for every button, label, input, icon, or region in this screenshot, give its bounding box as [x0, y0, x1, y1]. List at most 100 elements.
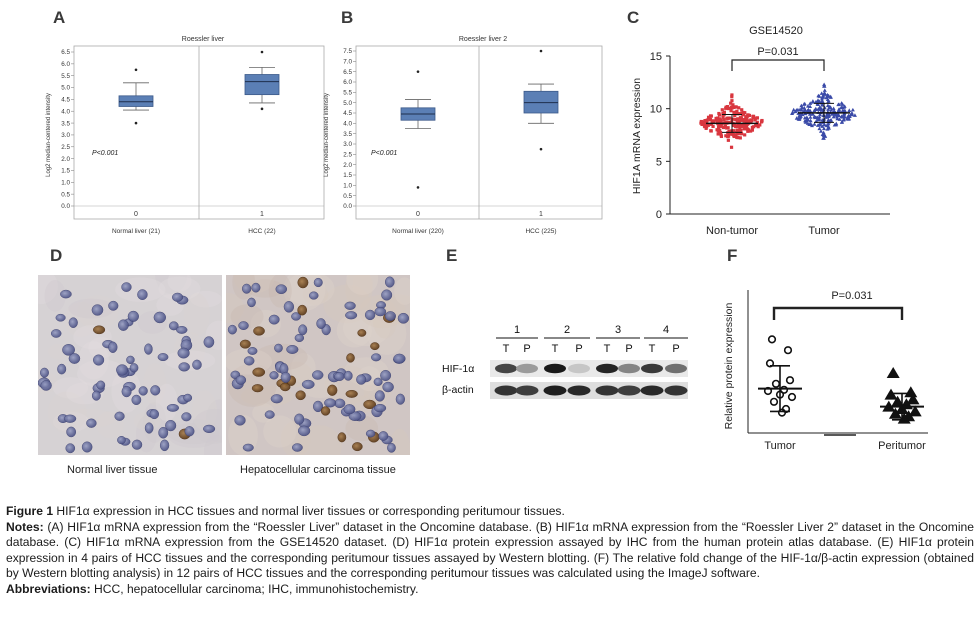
- blue-nucleus: [65, 443, 76, 454]
- c-point-tumor: [822, 132, 827, 137]
- c-point-tumor: [834, 122, 839, 127]
- blue-nucleus: [117, 435, 126, 445]
- a-ytick-label: 2.5: [61, 144, 70, 151]
- c-point-nontumor: [709, 122, 713, 126]
- blue-nucleus: [121, 385, 132, 398]
- b-box-0-outlier-1: [416, 186, 420, 189]
- cytoplasm-tint: [343, 309, 391, 347]
- blue-nucleus: [129, 363, 139, 373]
- a-ytick-label: 1.5: [61, 168, 70, 175]
- c-point-nontumor: [744, 115, 748, 119]
- c-point-nontumor: [705, 120, 709, 125]
- c-point-tumor: [805, 121, 810, 125]
- beta-actin-band-8: [664, 385, 688, 396]
- beta-actin-band-2: [515, 385, 539, 396]
- blue-nucleus: [144, 343, 153, 355]
- panel-f-letter: F: [727, 246, 738, 265]
- f-point-peritumor: [886, 367, 900, 378]
- c-point-tumor: [797, 113, 802, 118]
- c-point-tumor: [822, 92, 827, 96]
- c-point-tumor: [830, 112, 835, 116]
- blue-nucleus: [144, 422, 154, 434]
- c-point-tumor: [803, 118, 808, 123]
- c-point-nontumor: [734, 111, 738, 115]
- b-box-1-outlier-1: [539, 147, 543, 151]
- b-ytick-label: 3.0: [343, 141, 352, 148]
- c-point-tumor: [837, 102, 842, 107]
- panel-c-ylabel: HIF1A mRNA expression: [631, 78, 643, 194]
- c-point-tumor: [808, 104, 813, 108]
- cytoplasm-tint: [143, 363, 167, 406]
- c-point-nontumor: [753, 117, 757, 121]
- blue-nucleus: [126, 355, 135, 365]
- blue-nucleus: [283, 301, 295, 313]
- brown-nucleus: [252, 367, 266, 377]
- blue-nucleus: [297, 425, 311, 437]
- b-box-1-outlier-0: [539, 49, 543, 53]
- f-point-peritumor: [906, 393, 920, 405]
- a-ytick-label: 3.5: [61, 120, 70, 127]
- panel-b-letter: B: [341, 8, 354, 27]
- c-point-tumor: [817, 106, 822, 111]
- c-point-tumor: [827, 104, 832, 109]
- cytoplasm-tint: [263, 415, 297, 448]
- c-point-nontumor: [724, 120, 729, 125]
- c-point-tumor: [812, 114, 817, 119]
- c-point-nontumor: [749, 129, 753, 133]
- panel-a-group-0: 0: [134, 211, 138, 218]
- blue-nucleus: [294, 333, 305, 343]
- blue-nucleus: [137, 289, 148, 301]
- c-point-nontumor: [719, 133, 723, 137]
- hcc-cells: [226, 275, 410, 455]
- c-point-nontumor: [727, 116, 731, 120]
- brown-nucleus: [253, 326, 265, 336]
- blue-nucleus: [39, 367, 49, 378]
- c-point-tumor: [805, 116, 810, 121]
- row-label-hif1a: HIF-1α: [442, 363, 474, 375]
- c-point-tumor: [824, 114, 829, 119]
- c-point-nontumor: [729, 109, 733, 113]
- brown-nucleus: [337, 432, 347, 443]
- abbreviations-label: Abbreviations:: [6, 581, 91, 596]
- c-point-tumor: [801, 108, 806, 113]
- c-point-nontumor: [729, 145, 734, 149]
- blue-nucleus: [286, 345, 299, 354]
- c-point-nontumor: [736, 117, 740, 121]
- beta-actin-band-6: [617, 385, 641, 396]
- blue-nucleus: [269, 371, 279, 380]
- c-point-nontumor: [745, 127, 750, 131]
- c-point-nontumor: [726, 121, 731, 125]
- brown-nucleus: [346, 353, 355, 363]
- c-point-tumor: [841, 117, 846, 122]
- brown-nucleus: [280, 382, 291, 392]
- b-ytick-label: 1.5: [343, 172, 352, 179]
- blue-nucleus: [280, 371, 291, 383]
- b-ytick-label: 4.0: [343, 121, 352, 128]
- pair-label-3: 3: [615, 324, 621, 336]
- blue-nucleus: [364, 309, 376, 321]
- cytoplasm-tint: [336, 313, 372, 348]
- c-point-tumor: [797, 116, 802, 120]
- c-point-nontumor: [703, 123, 707, 127]
- blue-nucleus: [149, 409, 160, 420]
- abbreviations-text: HCC, hepatocellular carcinoma; IHC, immu…: [90, 581, 419, 596]
- brown-nucleus: [345, 389, 358, 398]
- brown-nucleus: [93, 325, 106, 335]
- blue-nucleus: [345, 311, 358, 320]
- c-point-tumor: [839, 101, 844, 105]
- f-point-peritumor: [888, 407, 902, 419]
- c-point-nontumor: [736, 128, 740, 132]
- cytoplasm-tint: [38, 275, 58, 305]
- blue-nucleus: [316, 318, 326, 329]
- a-box-1-iqr: [244, 74, 280, 96]
- c-point-nontumor: [732, 110, 736, 114]
- blue-nucleus: [159, 439, 170, 452]
- panel-b-title: Roessler liver 2: [459, 36, 507, 43]
- western-blot-bands: [494, 363, 688, 396]
- c-point-nontumor: [730, 95, 734, 99]
- c-point-nontumor: [733, 113, 737, 118]
- hcc-ihc-image: [226, 275, 410, 455]
- brown-nucleus: [251, 384, 264, 393]
- b-ytick-label: 2.0: [343, 162, 352, 169]
- c-point-nontumor: [737, 106, 741, 110]
